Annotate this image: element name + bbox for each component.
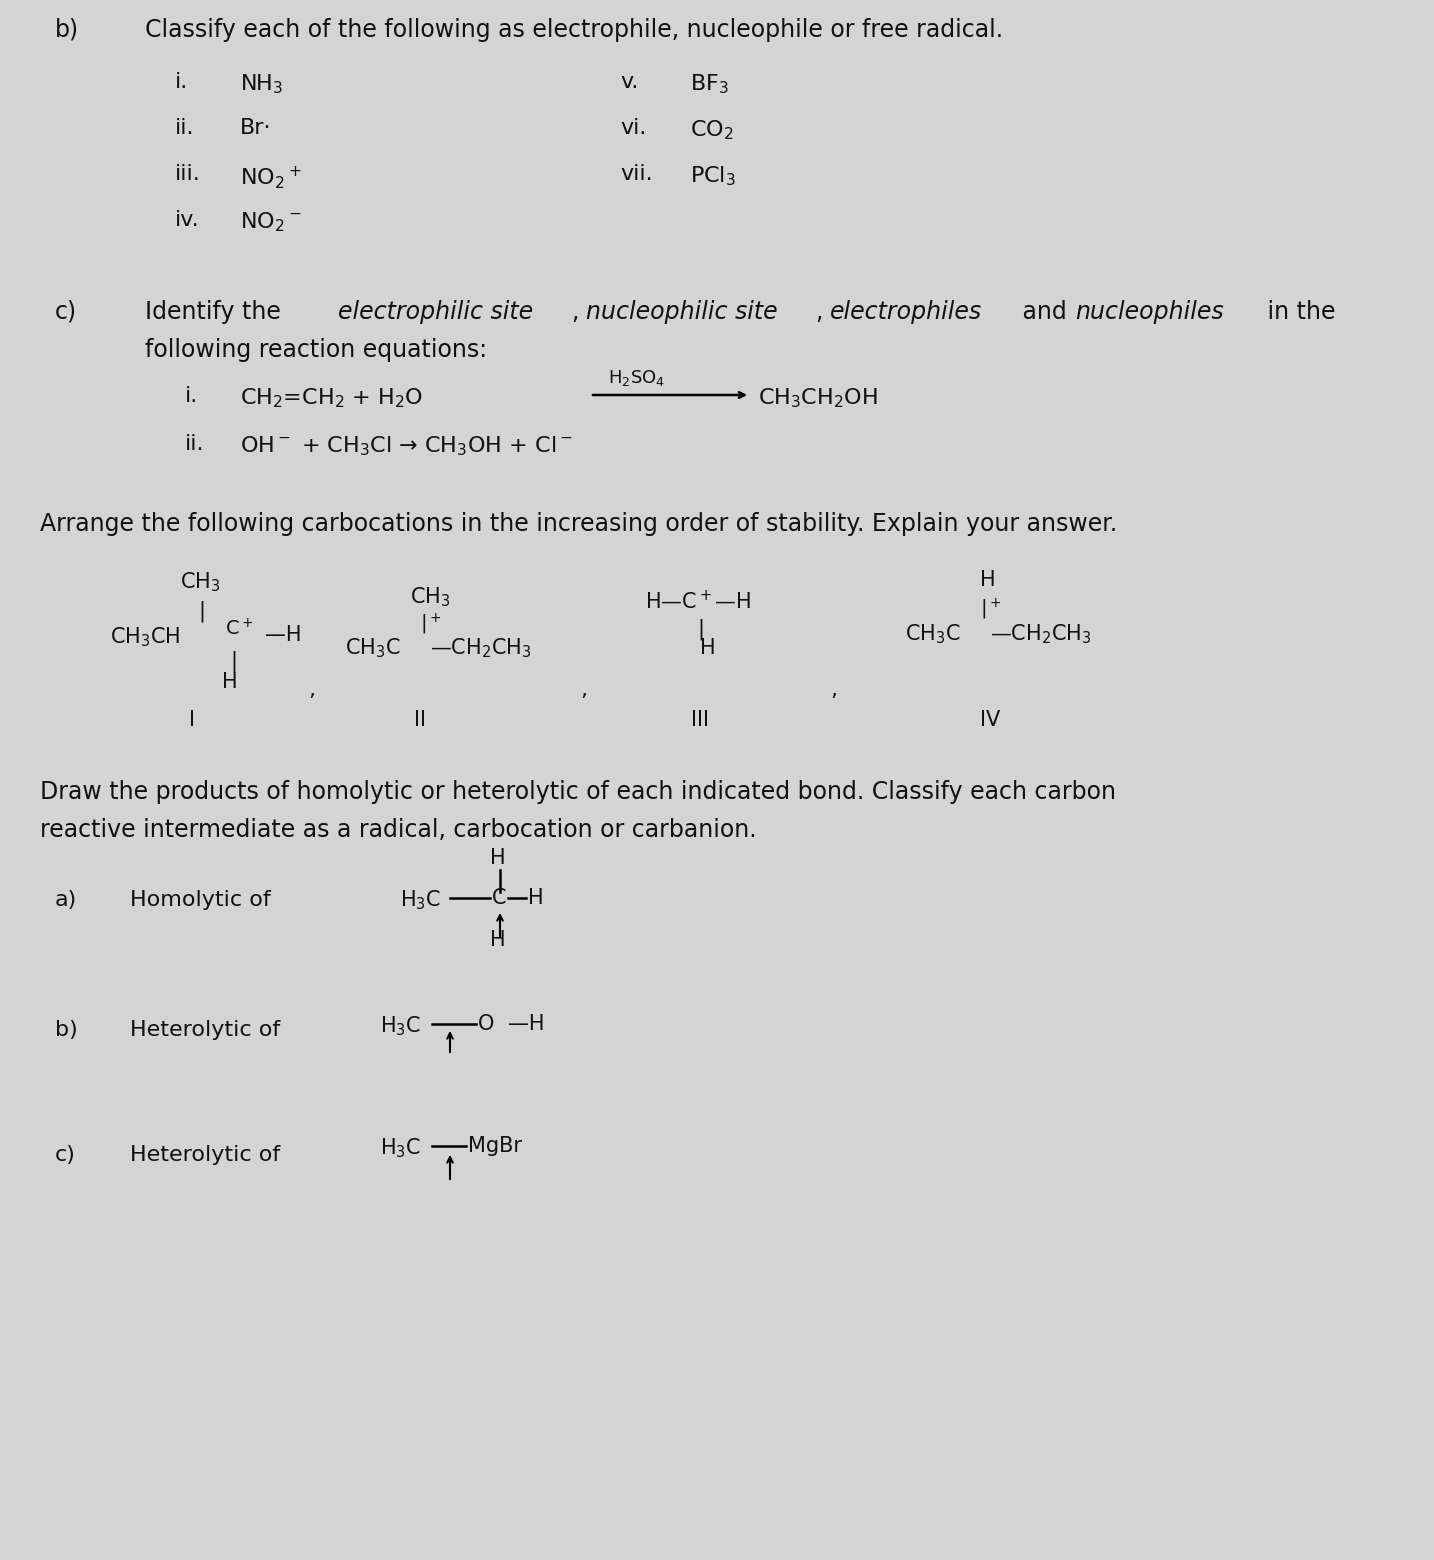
- Text: H$_2$SO$_4$: H$_2$SO$_4$: [608, 368, 665, 388]
- Text: reactive intermediate as a radical, carbocation or carbanion.: reactive intermediate as a radical, carb…: [40, 817, 757, 842]
- Text: BF$_3$: BF$_3$: [690, 72, 728, 95]
- Text: iii.: iii.: [175, 164, 201, 184]
- Text: ii.: ii.: [185, 434, 205, 454]
- Text: CH$_3$: CH$_3$: [410, 585, 450, 608]
- Text: O: O: [478, 1014, 495, 1034]
- Text: Br·: Br·: [239, 119, 271, 137]
- Text: H: H: [700, 638, 716, 658]
- Text: —CH$_2$CH$_3$: —CH$_2$CH$_3$: [430, 636, 532, 660]
- Text: CH$_3$C: CH$_3$C: [346, 636, 400, 660]
- Text: ,: ,: [572, 300, 587, 324]
- Text: i.: i.: [185, 385, 198, 406]
- Text: CH$_3$C: CH$_3$C: [905, 622, 961, 646]
- Text: NH$_3$: NH$_3$: [239, 72, 284, 95]
- Text: |$^+$: |$^+$: [420, 612, 442, 638]
- Text: Arrange the following carbocations in the increasing order of stability. Explain: Arrange the following carbocations in th…: [40, 512, 1117, 537]
- Text: iv.: iv.: [175, 211, 199, 229]
- Text: —CH$_2$CH$_3$: —CH$_2$CH$_3$: [989, 622, 1091, 646]
- Text: a): a): [54, 891, 77, 909]
- Text: III: III: [691, 710, 708, 730]
- Text: Heterolytic of: Heterolytic of: [130, 1145, 280, 1165]
- Text: H—C$^+$—H: H—C$^+$—H: [645, 590, 751, 613]
- Text: b): b): [54, 19, 79, 42]
- Text: CH$_3$CH$_2$OH: CH$_3$CH$_2$OH: [759, 385, 878, 410]
- Text: |$^+$: |$^+$: [979, 597, 1001, 622]
- Text: ,: ,: [816, 300, 830, 324]
- Text: CH$_3$CH: CH$_3$CH: [110, 626, 181, 649]
- Text: C: C: [492, 888, 506, 908]
- Text: c): c): [54, 300, 77, 324]
- Text: H$_3$C: H$_3$C: [400, 888, 442, 911]
- Text: H$_3$C: H$_3$C: [380, 1136, 422, 1159]
- Text: PCl$_3$: PCl$_3$: [690, 164, 736, 187]
- Text: |: |: [198, 601, 205, 621]
- Text: H: H: [490, 849, 506, 867]
- Text: v.: v.: [619, 72, 638, 92]
- Text: —H: —H: [508, 1014, 545, 1034]
- Text: ii.: ii.: [175, 119, 195, 137]
- Text: Draw the products of homolytic or heterolytic of each indicated bond. Classify e: Draw the products of homolytic or hetero…: [40, 780, 1116, 803]
- Text: H: H: [979, 569, 995, 590]
- Text: Identify the: Identify the: [145, 300, 288, 324]
- Text: C$^+$: C$^+$: [225, 618, 254, 640]
- Text: NO$_2$$^-$: NO$_2$$^-$: [239, 211, 301, 234]
- Text: c): c): [54, 1145, 76, 1165]
- Text: H: H: [490, 930, 506, 950]
- Text: —H: —H: [265, 626, 301, 644]
- Text: MgBr: MgBr: [467, 1136, 522, 1156]
- Text: vi.: vi.: [619, 119, 647, 137]
- Text: OH$^-$ + CH$_3$Cl → CH$_3$OH + Cl$^-$: OH$^-$ + CH$_3$Cl → CH$_3$OH + Cl$^-$: [239, 434, 572, 457]
- Text: in the: in the: [1260, 300, 1335, 324]
- Text: I: I: [189, 710, 195, 730]
- Text: i.: i.: [175, 72, 188, 92]
- Text: H: H: [528, 888, 543, 908]
- Text: ,: ,: [308, 680, 315, 700]
- Text: CO$_2$: CO$_2$: [690, 119, 734, 142]
- Text: Homolytic of: Homolytic of: [130, 891, 271, 909]
- Text: b): b): [54, 1020, 77, 1041]
- Text: and: and: [1015, 300, 1074, 324]
- Text: |: |: [697, 618, 704, 640]
- Text: Classify each of the following as electrophile, nucleophile or free radical.: Classify each of the following as electr…: [145, 19, 1004, 42]
- Text: electrophiles: electrophiles: [830, 300, 982, 324]
- Text: electrophilic site: electrophilic site: [338, 300, 533, 324]
- Text: vii.: vii.: [619, 164, 652, 184]
- Text: nucleophiles: nucleophiles: [1076, 300, 1223, 324]
- Text: following reaction equations:: following reaction equations:: [145, 339, 488, 362]
- Text: CH$_2$=CH$_2$ + H$_2$O: CH$_2$=CH$_2$ + H$_2$O: [239, 385, 423, 410]
- Text: H: H: [222, 672, 238, 693]
- Text: |: |: [229, 651, 237, 671]
- Text: ,: ,: [579, 680, 587, 700]
- Text: H$_3$C: H$_3$C: [380, 1014, 422, 1037]
- Text: NO$_2$$^+$: NO$_2$$^+$: [239, 164, 301, 190]
- Text: nucleophilic site: nucleophilic site: [587, 300, 777, 324]
- Text: II: II: [414, 710, 426, 730]
- Text: IV: IV: [979, 710, 999, 730]
- Text: Heterolytic of: Heterolytic of: [130, 1020, 280, 1041]
- Text: ,: ,: [830, 680, 837, 700]
- Text: CH$_3$: CH$_3$: [181, 569, 221, 594]
